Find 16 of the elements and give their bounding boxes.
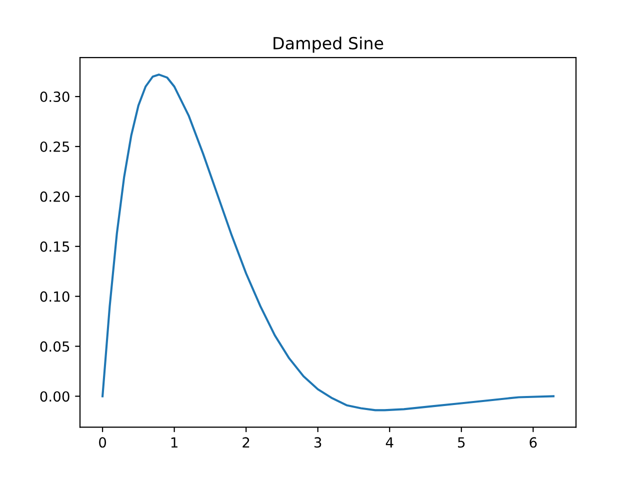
x-tick-label: 3 <box>314 437 322 448</box>
y-tick-label: 0.10 <box>40 291 70 302</box>
y-tick-label: 0.00 <box>40 391 70 402</box>
y-tick-label: 0.25 <box>40 141 70 152</box>
line-series <box>101 74 555 412</box>
x-tick-label: 0 <box>99 437 106 448</box>
x-tick-label: 1 <box>171 437 178 448</box>
y-tick-label: 0.20 <box>40 191 70 202</box>
x-tick-label: 2 <box>242 437 250 448</box>
chart-title: Damped Sine <box>274 36 384 53</box>
x-tick-label: 5 <box>458 437 465 448</box>
y-tick-label: 0.15 <box>40 241 70 252</box>
y-tick-label: 0.05 <box>40 341 70 352</box>
x-tick-label: 4 <box>386 437 394 448</box>
y-tick-label: 0.30 <box>40 92 70 102</box>
x-tick-label: 6 <box>530 437 537 448</box>
